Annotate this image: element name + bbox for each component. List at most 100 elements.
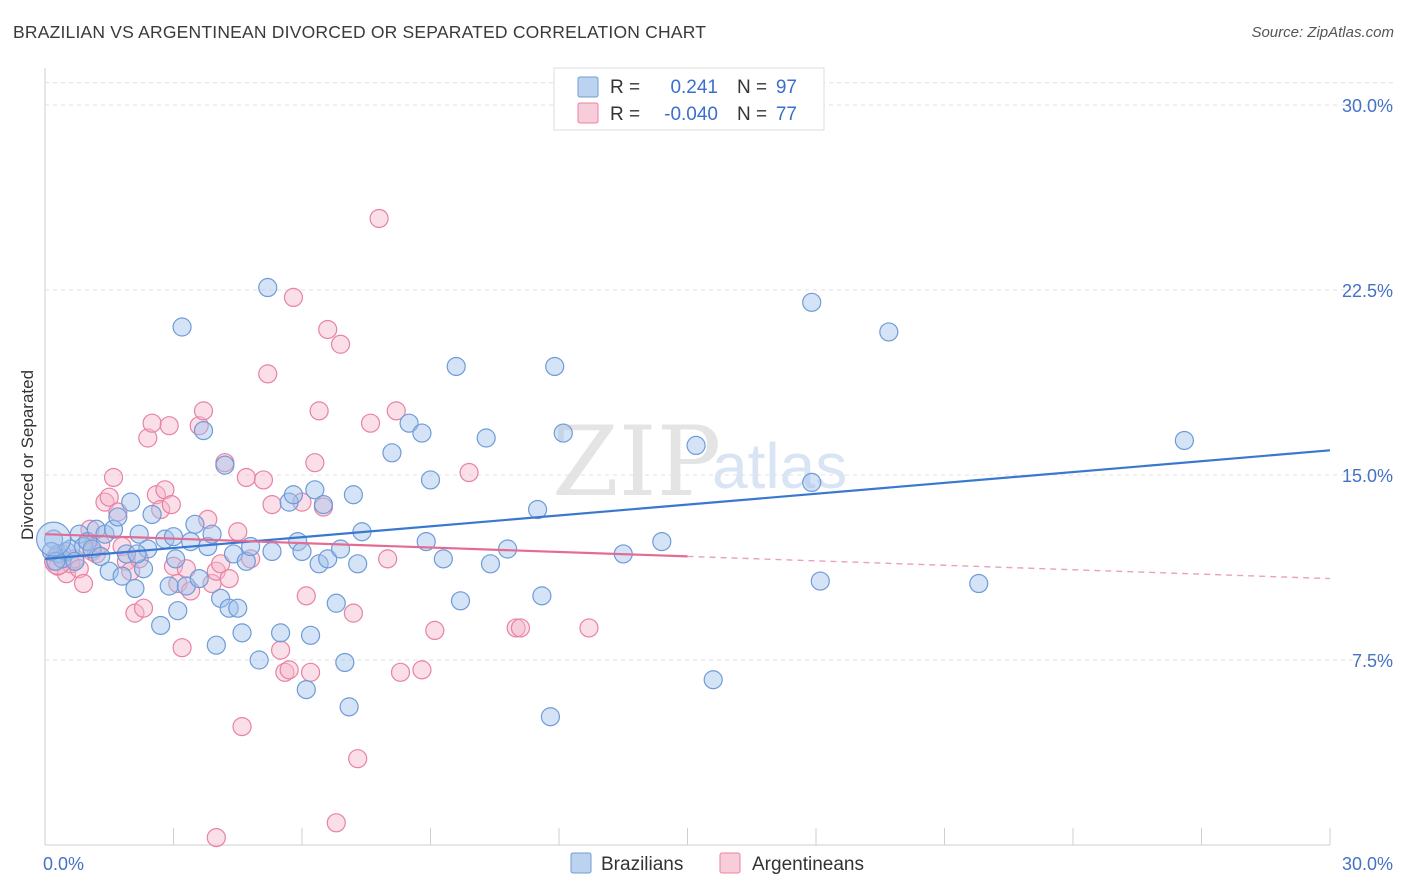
data-point-brazilians [262,541,282,562]
data-point-argentineans [103,467,124,488]
watermark: ZIP atlas [552,406,847,518]
data-point-argentineans [348,749,368,769]
data-point-brazilians [382,443,402,463]
data-point-brazilians [163,527,184,547]
data-point-brazilians [99,561,119,581]
data-point-brazilians [969,573,989,594]
data-point-brazilians [652,531,672,552]
data-point-brazilians [202,524,222,544]
source-label: Source: ZipAtlas.com [1251,24,1394,41]
data-point-brazilians [236,551,256,571]
data-point-brazilians [125,578,145,599]
data-point-brazilians [228,598,248,618]
data-point-argentineans [425,620,445,641]
data-point-brazilians [270,623,291,643]
data-point-brazilians [232,623,252,643]
data-point-argentineans [80,519,100,539]
data-point-argentineans [219,568,239,589]
data-point-argentineans [142,413,162,433]
data-point-brazilians [553,423,573,443]
data-point-argentineans [206,827,226,848]
data-point-brazilians [416,531,436,552]
data-point-argentineans [228,522,248,542]
data-point-brazilians [703,670,723,690]
data-point-argentineans [159,416,179,436]
data-point-brazilians [802,472,822,492]
legend-swatch-argentineans [577,102,599,124]
data-point-argentineans [390,662,411,682]
watermark-zip: ZIP [552,406,721,518]
data-point-argentineans [138,428,158,448]
legend-n-value-brazilians: 97 [776,77,797,98]
data-point-brazilians [313,495,334,515]
data-point-brazilians [532,586,552,606]
data-point-argentineans [378,549,398,569]
data-point-brazilians [292,541,312,562]
data-point-brazilians [335,652,355,673]
data-point-brazilians [545,356,565,377]
data-point-brazilians [112,566,132,586]
data-point-brazilians [420,470,441,490]
data-point-brazilians [348,554,368,574]
data-point-brazilians [318,549,338,569]
data-point-brazilians [476,428,496,448]
trend-line-argentineans [44,533,688,558]
data-point-argentineans [198,509,218,530]
data-point-brazilians [249,650,269,670]
data-point-argentineans [73,573,94,594]
data-point-argentineans [176,559,196,579]
data-point-brazilians [686,435,706,455]
data-point-brazilians [172,317,192,337]
data-point-argentineans [258,364,278,384]
data-point-argentineans [193,401,214,421]
data-point-argentineans [283,287,304,307]
data-point-argentineans [579,618,599,638]
data-point-argentineans [300,662,321,682]
series-argentineans [43,208,599,848]
gridlines [45,82,1395,661]
data-point-argentineans [133,598,154,618]
data-point-argentineans [412,660,432,680]
data-point-brazilians [103,519,124,539]
data-point-brazilians [412,423,432,443]
data-point-brazilians-large [35,521,72,557]
data-point-brazilians [127,544,147,564]
y-tick-label: 22.5% [1342,281,1393,301]
data-point-brazilians [193,421,214,441]
data-point-brazilians [446,356,466,377]
data-point-brazilians [326,593,346,613]
chart-title: BRAZILIAN VS ARGENTINEAN DIVORCED OR SEP… [13,22,707,42]
data-point-brazilians [189,568,209,589]
y-tick-label: 15.0% [1342,466,1393,486]
data-point-argentineans [253,470,274,490]
data-point-brazilians [339,697,359,717]
data-point-argentineans [510,618,531,638]
data-point-brazilians [142,504,162,525]
data-point-brazilians [802,292,822,312]
y-tick-label: 30.0% [1342,96,1393,116]
watermark-atlas: atlas [712,430,847,502]
legend-box [553,67,825,131]
data-point-argentineans [305,453,325,473]
data-point-brazilians [330,539,351,559]
legend-n-value-argentineans: 77 [776,104,797,125]
data-point-argentineans [262,495,282,515]
data-point-argentineans [296,586,316,606]
data-point-brazilians [540,707,561,727]
data-point-argentineans [236,467,256,488]
data-point-argentineans [279,660,299,680]
data-point-brazilians [450,591,471,611]
data-point-brazilians [296,679,316,700]
legend: R = 0.241 N = 97 R = -0.040 N = 77 [553,67,825,131]
axes [44,68,1331,846]
data-point-brazilians [159,576,179,596]
data-point-argentineans [172,638,192,658]
y-axis-title: Divorced or Separated [18,370,37,540]
data-point-brazilians [108,507,128,527]
data-point-brazilians [185,514,205,534]
data-point-brazilians [121,492,141,512]
data-point-brazilians [91,546,111,567]
data-point-argentineans [506,618,526,638]
bottom-legend-label-argentineans: Argentineans [752,854,864,875]
